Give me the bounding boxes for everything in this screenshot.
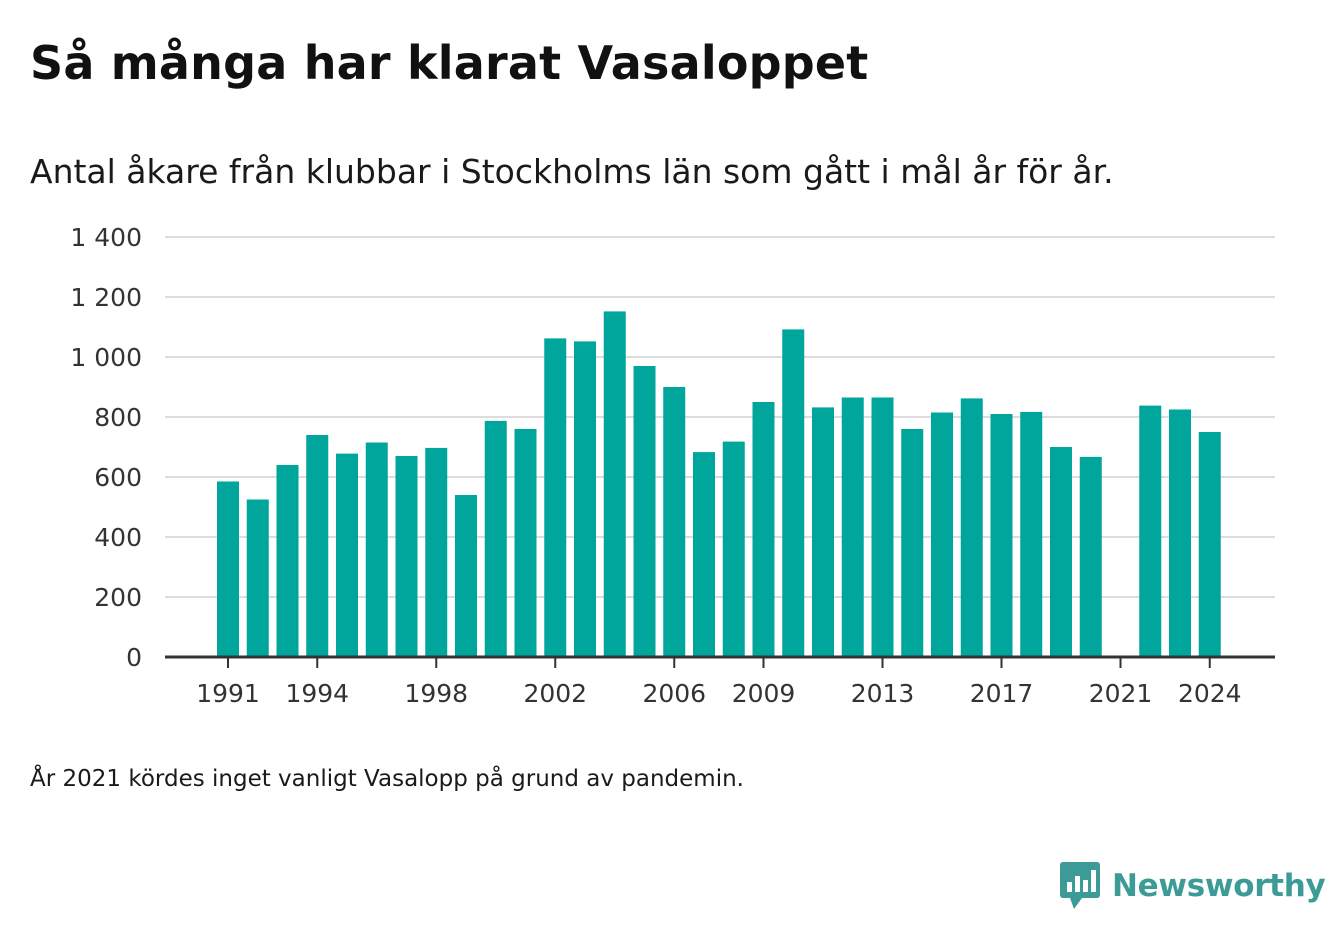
bar-2003 [574,341,596,657]
x-tick-label: 2009 [732,679,796,708]
bar-2005 [633,366,656,657]
bar-1993 [276,465,299,657]
bar-1998 [425,447,448,657]
newsworthy-logo: Newsworthy [1060,862,1326,910]
bar-2024 [1198,432,1221,657]
bar-1991 [217,481,239,657]
x-tick-label: 2017 [970,679,1034,708]
x-axis-tick-labels: 1991 1994 1998 2002 2006 2009 2013 2017 2021 2024 [196,679,1241,708]
bar-2022 [1139,405,1162,657]
y-tick-label: 600 [94,463,142,492]
x-tick-label: 2021 [1089,679,1153,708]
bar-2011 [812,407,834,657]
bar-1992 [246,499,269,657]
y-tick-label: 0 [126,643,142,672]
x-tick-label: 2024 [1178,679,1242,708]
y-tick-label: 1 400 [70,223,142,252]
bar-1994 [306,435,329,657]
x-tick-label: 1991 [196,679,260,708]
x-tick-label: 1994 [285,679,349,708]
y-axis-tick-labels: 0 200 400 600 800 1 000 1 200 1 400 [70,223,142,672]
bar-2006 [663,387,686,657]
bar-2007 [693,452,715,657]
bar-2020 [1079,456,1102,657]
bar-1997 [395,456,418,657]
bar-1996 [365,442,388,657]
x-tick-label: 2013 [851,679,915,708]
bar-2014 [901,429,924,657]
bar-2009 [752,402,775,657]
y-tick-label: 1 000 [70,343,142,372]
bar-2019 [1050,447,1072,657]
bar-2016 [960,398,983,657]
bar-2023 [1169,409,1191,657]
y-tick-label: 400 [94,523,142,552]
bar-2017 [990,414,1013,657]
bar-2018 [1020,411,1043,657]
newsworthy-logo-text: Newsworthy [1112,868,1326,904]
y-tick-label: 800 [94,403,142,432]
bar-2013 [871,397,894,657]
x-tick-label: 1998 [404,679,468,708]
bar-2000 [484,420,507,657]
x-axis [165,655,1275,668]
bar-2004 [603,311,626,657]
bar-2001 [514,429,537,657]
x-tick-label: 2006 [642,679,706,708]
chart-subtitle: Antal åkare från klubbar i Stockholms lä… [30,152,1114,191]
bar-2012 [841,397,864,657]
bars [217,311,1221,657]
bar-2015 [931,412,953,657]
bar-2008 [722,441,745,657]
grid-lines [165,236,1275,598]
y-tick-label: 1 200 [70,283,142,312]
bar-1999 [455,495,477,657]
y-tick-label: 200 [94,583,142,612]
bar-2010 [782,329,805,657]
bar-2002 [544,338,567,657]
bar-1995 [336,453,358,657]
newsworthy-logo-icon [1060,862,1100,909]
x-tick-label: 2002 [523,679,587,708]
footnote: År 2021 kördes inget vanligt Vasalopp på… [30,766,744,792]
chart-title: Så många har klarat Vasaloppet [30,36,869,90]
